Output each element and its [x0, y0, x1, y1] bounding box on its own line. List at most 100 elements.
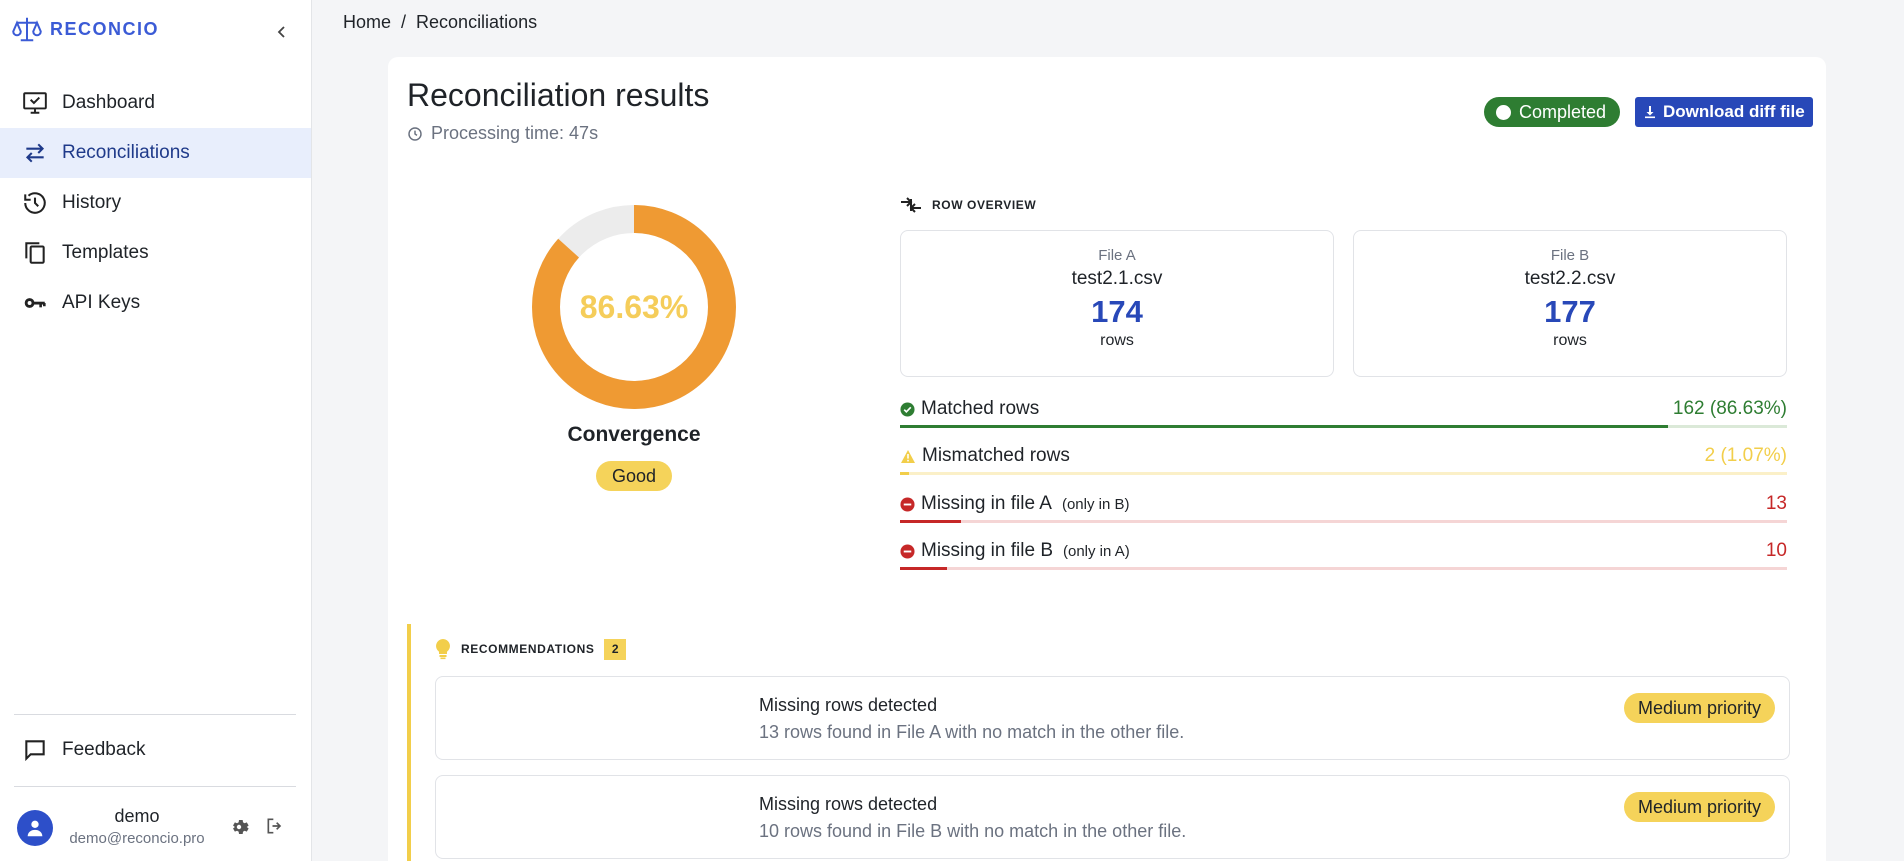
- sidebar-item-history[interactable]: History: [0, 178, 311, 228]
- minus-circle-icon: [900, 496, 915, 512]
- sidebar-nav: Dashboard Reconciliations History Templa…: [0, 78, 311, 328]
- gauge-arc: [532, 205, 736, 409]
- breadcrumb: Home / Reconciliations: [343, 12, 537, 33]
- sidebar-item-label: Templates: [62, 242, 149, 263]
- file-a-label: File A: [1098, 247, 1136, 264]
- stat-matched-label: Matched rows: [921, 398, 1040, 419]
- scales-icon: [12, 17, 42, 42]
- user-name: demo: [114, 806, 160, 826]
- download-diff-label: Download diff file: [1663, 102, 1805, 121]
- file-a-unit: rows: [1100, 332, 1134, 349]
- file-a-name: test2.1.csv: [1071, 268, 1163, 289]
- sidebar-item-label: Reconciliations: [62, 142, 190, 163]
- stat-missing-a-note: (only in B): [1061, 495, 1130, 513]
- recommendation-description: 13 rows found in File A with no match in…: [759, 722, 1185, 742]
- brand-logo[interactable]: RECONCIO: [12, 14, 159, 44]
- file-b-label: File B: [1550, 247, 1590, 264]
- stat-missing-b: Missing in file B (only in A) 10: [900, 536, 1787, 576]
- file-b-name: test2.2.csv: [1524, 268, 1616, 289]
- results-card: Reconciliation results Processing time: …: [388, 57, 1826, 861]
- stat-label: Missing in file A (only in B): [900, 493, 1129, 515]
- sidebar-feedback: Feedback: [0, 725, 311, 775]
- recommendations-title: RECOMMENDATIONS: [461, 642, 595, 656]
- logout-icon: [267, 818, 282, 834]
- page-title: Reconciliation results: [407, 77, 710, 113]
- recommendation-description: 10 rows found in File B with no match in…: [759, 821, 1187, 841]
- sidebar-item-dashboard[interactable]: Dashboard: [0, 78, 311, 128]
- stat-missing-a-bar: [900, 520, 961, 523]
- stat-matched-bar: [900, 425, 1668, 428]
- recommendation-title: Missing rows detected: [759, 695, 938, 715]
- stat-missing-a-value: 13: [1765, 493, 1787, 514]
- stat-missing-b-label: Missing in file B: [921, 540, 1053, 561]
- history-icon: [22, 190, 48, 216]
- file-a-count: 174: [1091, 294, 1143, 329]
- stat-matched: Matched rows 162 (86.63%): [900, 394, 1787, 434]
- recommendation-card[interactable]: Missing rows detected 13 rows found in F…: [435, 676, 1790, 760]
- file-a-box: File A test2.1.csv 174 rows: [900, 230, 1334, 377]
- stat-matched-value: 162 (86.63%): [1672, 398, 1787, 419]
- feedback-button[interactable]: Feedback: [0, 725, 311, 775]
- copy-icon: [22, 240, 48, 266]
- stat-missing-b-value: 10: [1765, 540, 1787, 561]
- sidebar-item-label: History: [62, 192, 122, 213]
- priority-badge: Medium priority: [1623, 792, 1775, 822]
- stat-mismatched-value: 2 (1.07%): [1704, 445, 1787, 466]
- stat-label: Mismatched rows: [900, 445, 1070, 467]
- stat-track: [900, 472, 1787, 475]
- stat-missing-b-bar: [900, 567, 947, 570]
- sidebar-item-label: Dashboard: [62, 92, 155, 113]
- row-overview-heading: ROW OVERVIEW: [900, 197, 1036, 213]
- stat-missing-a-label: Missing in file A: [921, 493, 1052, 514]
- priority-badge: Medium priority: [1623, 693, 1775, 723]
- sidebar-item-api-keys[interactable]: API Keys: [0, 278, 311, 328]
- breadcrumb-current: Reconciliations: [416, 12, 538, 32]
- stat-mismatched-bar: [900, 472, 909, 475]
- recommendations-heading: RECOMMENDATIONS 2: [435, 638, 627, 660]
- stat-label: Matched rows: [900, 398, 1039, 420]
- stat-mismatched: Mismatched rows 2 (1.07%): [900, 441, 1787, 481]
- stat-label: Missing in file B (only in A): [900, 540, 1130, 562]
- chevron-left-icon: [277, 26, 285, 38]
- sidebar-item-reconciliations[interactable]: Reconciliations: [0, 128, 311, 178]
- file-b-unit: rows: [1553, 332, 1587, 349]
- clock-icon: [408, 126, 422, 141]
- collapse-sidebar-button[interactable]: [270, 20, 294, 44]
- breadcrumb-home[interactable]: Home: [343, 12, 392, 32]
- recommendations-section: RECOMMENDATIONS 2 Missing rows detected …: [407, 624, 1790, 861]
- status-text: Completed: [1519, 101, 1607, 122]
- swap-arrows-icon: [22, 140, 48, 166]
- convergence-gauge: 86.63%: [532, 205, 736, 409]
- logout-button[interactable]: [265, 816, 285, 841]
- recommendation-card[interactable]: Missing rows detected 10 rows found in F…: [435, 775, 1790, 859]
- sidebar-item-templates[interactable]: Templates: [0, 228, 311, 278]
- file-b-box: File B test2.2.csv 177 rows: [1353, 230, 1787, 377]
- recommendation-title: Missing rows detected: [759, 794, 938, 814]
- check-circle-icon: [900, 401, 915, 417]
- avatar[interactable]: [17, 810, 53, 846]
- user-panel: demo demo@reconcio.pro: [0, 800, 311, 860]
- feedback-label: Feedback: [62, 739, 146, 760]
- status-badge: Completed: [1484, 97, 1621, 127]
- compare-arrows-icon: [901, 197, 921, 213]
- brand-name: RECONCIO: [50, 18, 160, 39]
- key-icon: [22, 290, 48, 316]
- processing-time: Processing time: 47s: [407, 123, 598, 144]
- row-overview-title: ROW OVERVIEW: [932, 198, 1037, 212]
- user-email: demo@reconcio.pro: [69, 830, 205, 847]
- download-diff-button[interactable]: Download diff file: [1635, 97, 1813, 127]
- stat-track: [900, 567, 1787, 570]
- stat-missing-a: Missing in file A (only in B) 13: [900, 489, 1787, 529]
- settings-button[interactable]: [228, 816, 250, 843]
- convergence-badge: Good: [596, 461, 672, 491]
- minus-circle-icon: [900, 543, 915, 559]
- stat-track: [900, 520, 1787, 523]
- person-icon: [27, 820, 43, 837]
- warning-icon: [901, 449, 915, 463]
- download-icon: [1645, 106, 1655, 119]
- breadcrumb-separator: /: [401, 12, 407, 32]
- lightbulb-icon: [436, 639, 450, 660]
- monitor-icon: [22, 90, 48, 116]
- sidebar-item-label: API Keys: [62, 292, 141, 313]
- processing-time-text: Processing time: 47s: [431, 123, 599, 143]
